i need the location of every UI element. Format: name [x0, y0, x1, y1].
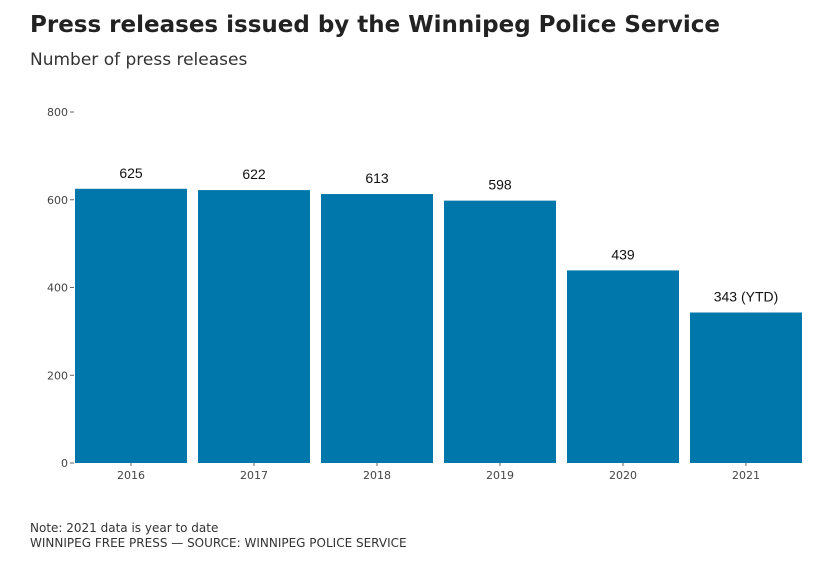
source-text: WINNIPEG FREE PRESS — SOURCE: WINNIPEG P… [30, 536, 407, 550]
data-label: 343 (YTD) [714, 289, 779, 305]
x-tick-label: 2018 [363, 469, 391, 482]
y-tick-label: 800 [47, 106, 68, 119]
x-tick-label: 2021 [732, 469, 760, 482]
x-tick-label: 2019 [486, 469, 514, 482]
y-tick-label: 600 [47, 194, 68, 207]
data-label: 613 [365, 170, 389, 186]
chart-subtitle: Number of press releases [30, 50, 248, 70]
bar-2019 [444, 200, 556, 463]
chart-title: Press releases issued by the Winnipeg Po… [30, 12, 720, 38]
x-tick-label: 2016 [117, 469, 145, 482]
y-tick-label: 200 [47, 369, 68, 382]
chart-footer: Note: 2021 data is year to date WINNIPEG… [30, 521, 407, 551]
x-tick-label: 2017 [240, 469, 268, 482]
note-text: Note: 2021 data is year to date [30, 521, 219, 535]
data-label: 598 [488, 177, 512, 193]
bar-2018 [321, 194, 433, 463]
y-tick-label: 400 [47, 282, 68, 295]
bar-2017 [198, 190, 310, 463]
x-tick-label: 2020 [609, 469, 637, 482]
bar-2016 [75, 188, 187, 463]
data-label: 622 [242, 166, 266, 182]
data-label: 625 [119, 165, 143, 181]
y-tick-label: 0 [61, 457, 68, 470]
data-label: 439 [611, 246, 635, 262]
bar-2021 [690, 312, 802, 463]
bar-2020 [567, 270, 679, 463]
